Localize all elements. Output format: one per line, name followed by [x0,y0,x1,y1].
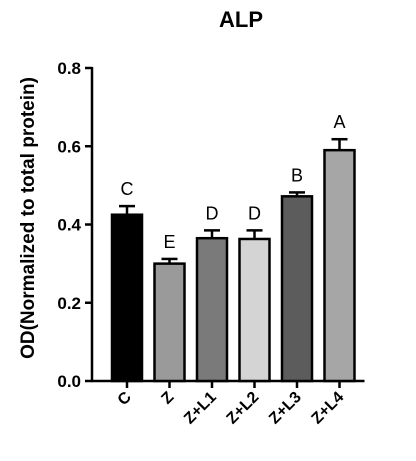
bar-z-l2 [238,237,271,383]
x-tick-label: Z+L4 [309,389,348,428]
y-tick-label: 0.6 [57,137,81,156]
bar-z-l4 [323,148,356,383]
bar-z-l1 [195,236,229,383]
x-tick-label: C [115,388,136,409]
y-axis-label: OD(Normalized to total protein) [18,77,39,359]
significance-letter: A [333,112,345,132]
chart-title: ALP [219,7,263,32]
bars: C E D D B A [110,112,356,383]
significance-letter: E [163,232,175,252]
significance-letter: D [206,203,219,223]
x-tick-labels: C Z Z+L1 Z+L2 Z+L3 Z+L4 [115,381,348,428]
significance-letter: B [291,165,303,185]
y-tick-label: 0.2 [57,294,81,313]
y-tick-label: 0.0 [57,372,81,391]
y-axis: 0.0 0.2 0.4 0.6 0.8 [57,59,94,391]
bar-z-l3 [280,195,314,383]
x-tick-label: Z [158,389,177,408]
x-tick-label: Z+L1 [181,389,220,428]
bar-z [153,262,186,383]
x-tick-label: Z+L2 [224,389,263,428]
y-tick-label: 0.4 [57,216,81,235]
y-tick-label: 0.8 [57,59,81,78]
x-tick-label: Z+L3 [266,389,305,428]
significance-letter: C [121,179,134,199]
significance-letter: D [248,203,261,223]
bar-c [110,213,144,383]
